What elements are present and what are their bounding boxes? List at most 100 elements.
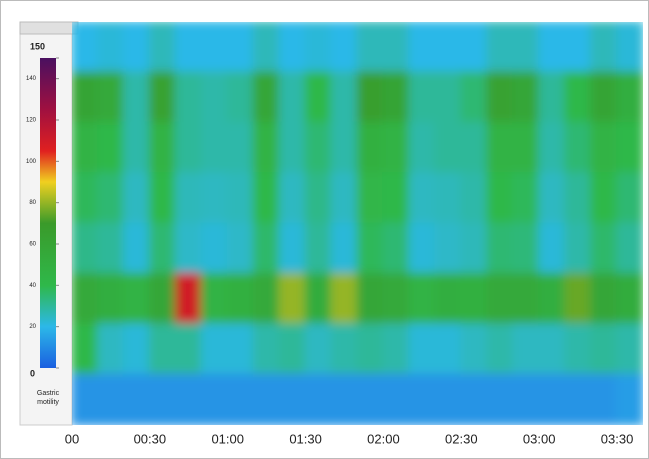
heat-cell xyxy=(175,71,203,123)
heat-cell xyxy=(71,172,99,224)
heat-cell xyxy=(201,223,229,275)
heat-cell xyxy=(590,323,618,375)
heat-cell xyxy=(616,122,644,174)
heat-cell xyxy=(357,223,385,275)
heat-cell xyxy=(408,374,436,426)
heat-cell xyxy=(175,172,203,224)
heat-cell xyxy=(382,172,410,224)
heat-cell xyxy=(253,122,281,174)
heat-cell xyxy=(279,122,307,174)
heat-cell xyxy=(97,172,125,224)
heat-cell xyxy=(227,323,255,375)
heat-cell xyxy=(460,273,488,325)
heat-cell xyxy=(331,323,359,375)
heat-cell xyxy=(460,172,488,224)
heat-cell xyxy=(590,223,618,275)
heat-cell xyxy=(486,122,514,174)
heat-cell xyxy=(201,71,229,123)
heat-cell xyxy=(175,374,203,426)
heat-cell xyxy=(97,374,125,426)
heat-cell xyxy=(357,21,385,73)
heat-cell xyxy=(305,374,333,426)
colorbar-tick-label: 120 xyxy=(26,118,37,124)
x-tick-label: 02:30 xyxy=(445,431,478,446)
heat-cell xyxy=(253,374,281,426)
heat-cell xyxy=(279,323,307,375)
heat-cell xyxy=(538,323,566,375)
heat-cell xyxy=(331,71,359,123)
heat-cell xyxy=(97,122,125,174)
heat-cell xyxy=(331,374,359,426)
heat-cell xyxy=(408,122,436,174)
heat-cell xyxy=(512,223,540,275)
heat-cell xyxy=(123,323,151,375)
heat-cell xyxy=(149,21,177,73)
heat-cell xyxy=(408,71,436,123)
heat-cell xyxy=(590,374,618,426)
heat-cell xyxy=(279,21,307,73)
heat-cell xyxy=(434,21,462,73)
heat-cell xyxy=(175,223,203,275)
heat-cell xyxy=(253,223,281,275)
heat-cell xyxy=(460,71,488,123)
heat-cell xyxy=(149,323,177,375)
heat-cell xyxy=(253,273,281,325)
heat-cell xyxy=(331,122,359,174)
heat-cell xyxy=(564,21,592,73)
heat-cell xyxy=(123,21,151,73)
heat-cell xyxy=(538,223,566,275)
heat-cell xyxy=(201,273,229,325)
heat-cell xyxy=(71,71,99,123)
heat-cell xyxy=(564,374,592,426)
heat-cell xyxy=(201,122,229,174)
heat-cell xyxy=(590,71,618,123)
heat-cell xyxy=(97,223,125,275)
heat-cell xyxy=(408,273,436,325)
heat-cell xyxy=(538,122,566,174)
heat-cell xyxy=(590,172,618,224)
heat-cell xyxy=(227,273,255,325)
heat-cell xyxy=(227,21,255,73)
heat-cell xyxy=(486,71,514,123)
heat-cell xyxy=(616,374,644,426)
heat-cell xyxy=(434,323,462,375)
heat-cell xyxy=(434,374,462,426)
heat-cell xyxy=(71,374,99,426)
heat-cell xyxy=(331,21,359,73)
heat-cell xyxy=(564,71,592,123)
heat-cell xyxy=(123,273,151,325)
heat-cell xyxy=(382,122,410,174)
colorbar-tick-label: 140 xyxy=(26,76,37,82)
heat-cell xyxy=(616,223,644,275)
heat-cell xyxy=(71,122,99,174)
heat-cell xyxy=(305,323,333,375)
heat-cell xyxy=(123,172,151,224)
heat-cell xyxy=(616,71,644,123)
heat-cell xyxy=(382,71,410,123)
heat-cell xyxy=(408,172,436,224)
heat-cell xyxy=(512,172,540,224)
heat-cell xyxy=(616,21,644,73)
heat-cell xyxy=(434,122,462,174)
heat-cell xyxy=(434,172,462,224)
heat-cell xyxy=(253,172,281,224)
heat-cell xyxy=(331,172,359,224)
heat-cell xyxy=(564,172,592,224)
heat-cell xyxy=(357,122,385,174)
heat-cell xyxy=(486,374,514,426)
heat-cell xyxy=(538,71,566,123)
colorbar-tick-label: 150 xyxy=(30,41,45,51)
heat-cell xyxy=(201,172,229,224)
heat-cell xyxy=(616,323,644,375)
colorbar-tick-label: 0 xyxy=(30,368,35,378)
heat-cell xyxy=(175,323,203,375)
colorbar-tick-label: 100 xyxy=(26,159,37,165)
heat-cell xyxy=(149,223,177,275)
heat-cell xyxy=(175,21,203,73)
heat-cell xyxy=(382,223,410,275)
heat-cell xyxy=(305,71,333,123)
heat-cell xyxy=(538,374,566,426)
heat-cell xyxy=(71,21,99,73)
heat-cell xyxy=(357,374,385,426)
heat-cell xyxy=(460,223,488,275)
